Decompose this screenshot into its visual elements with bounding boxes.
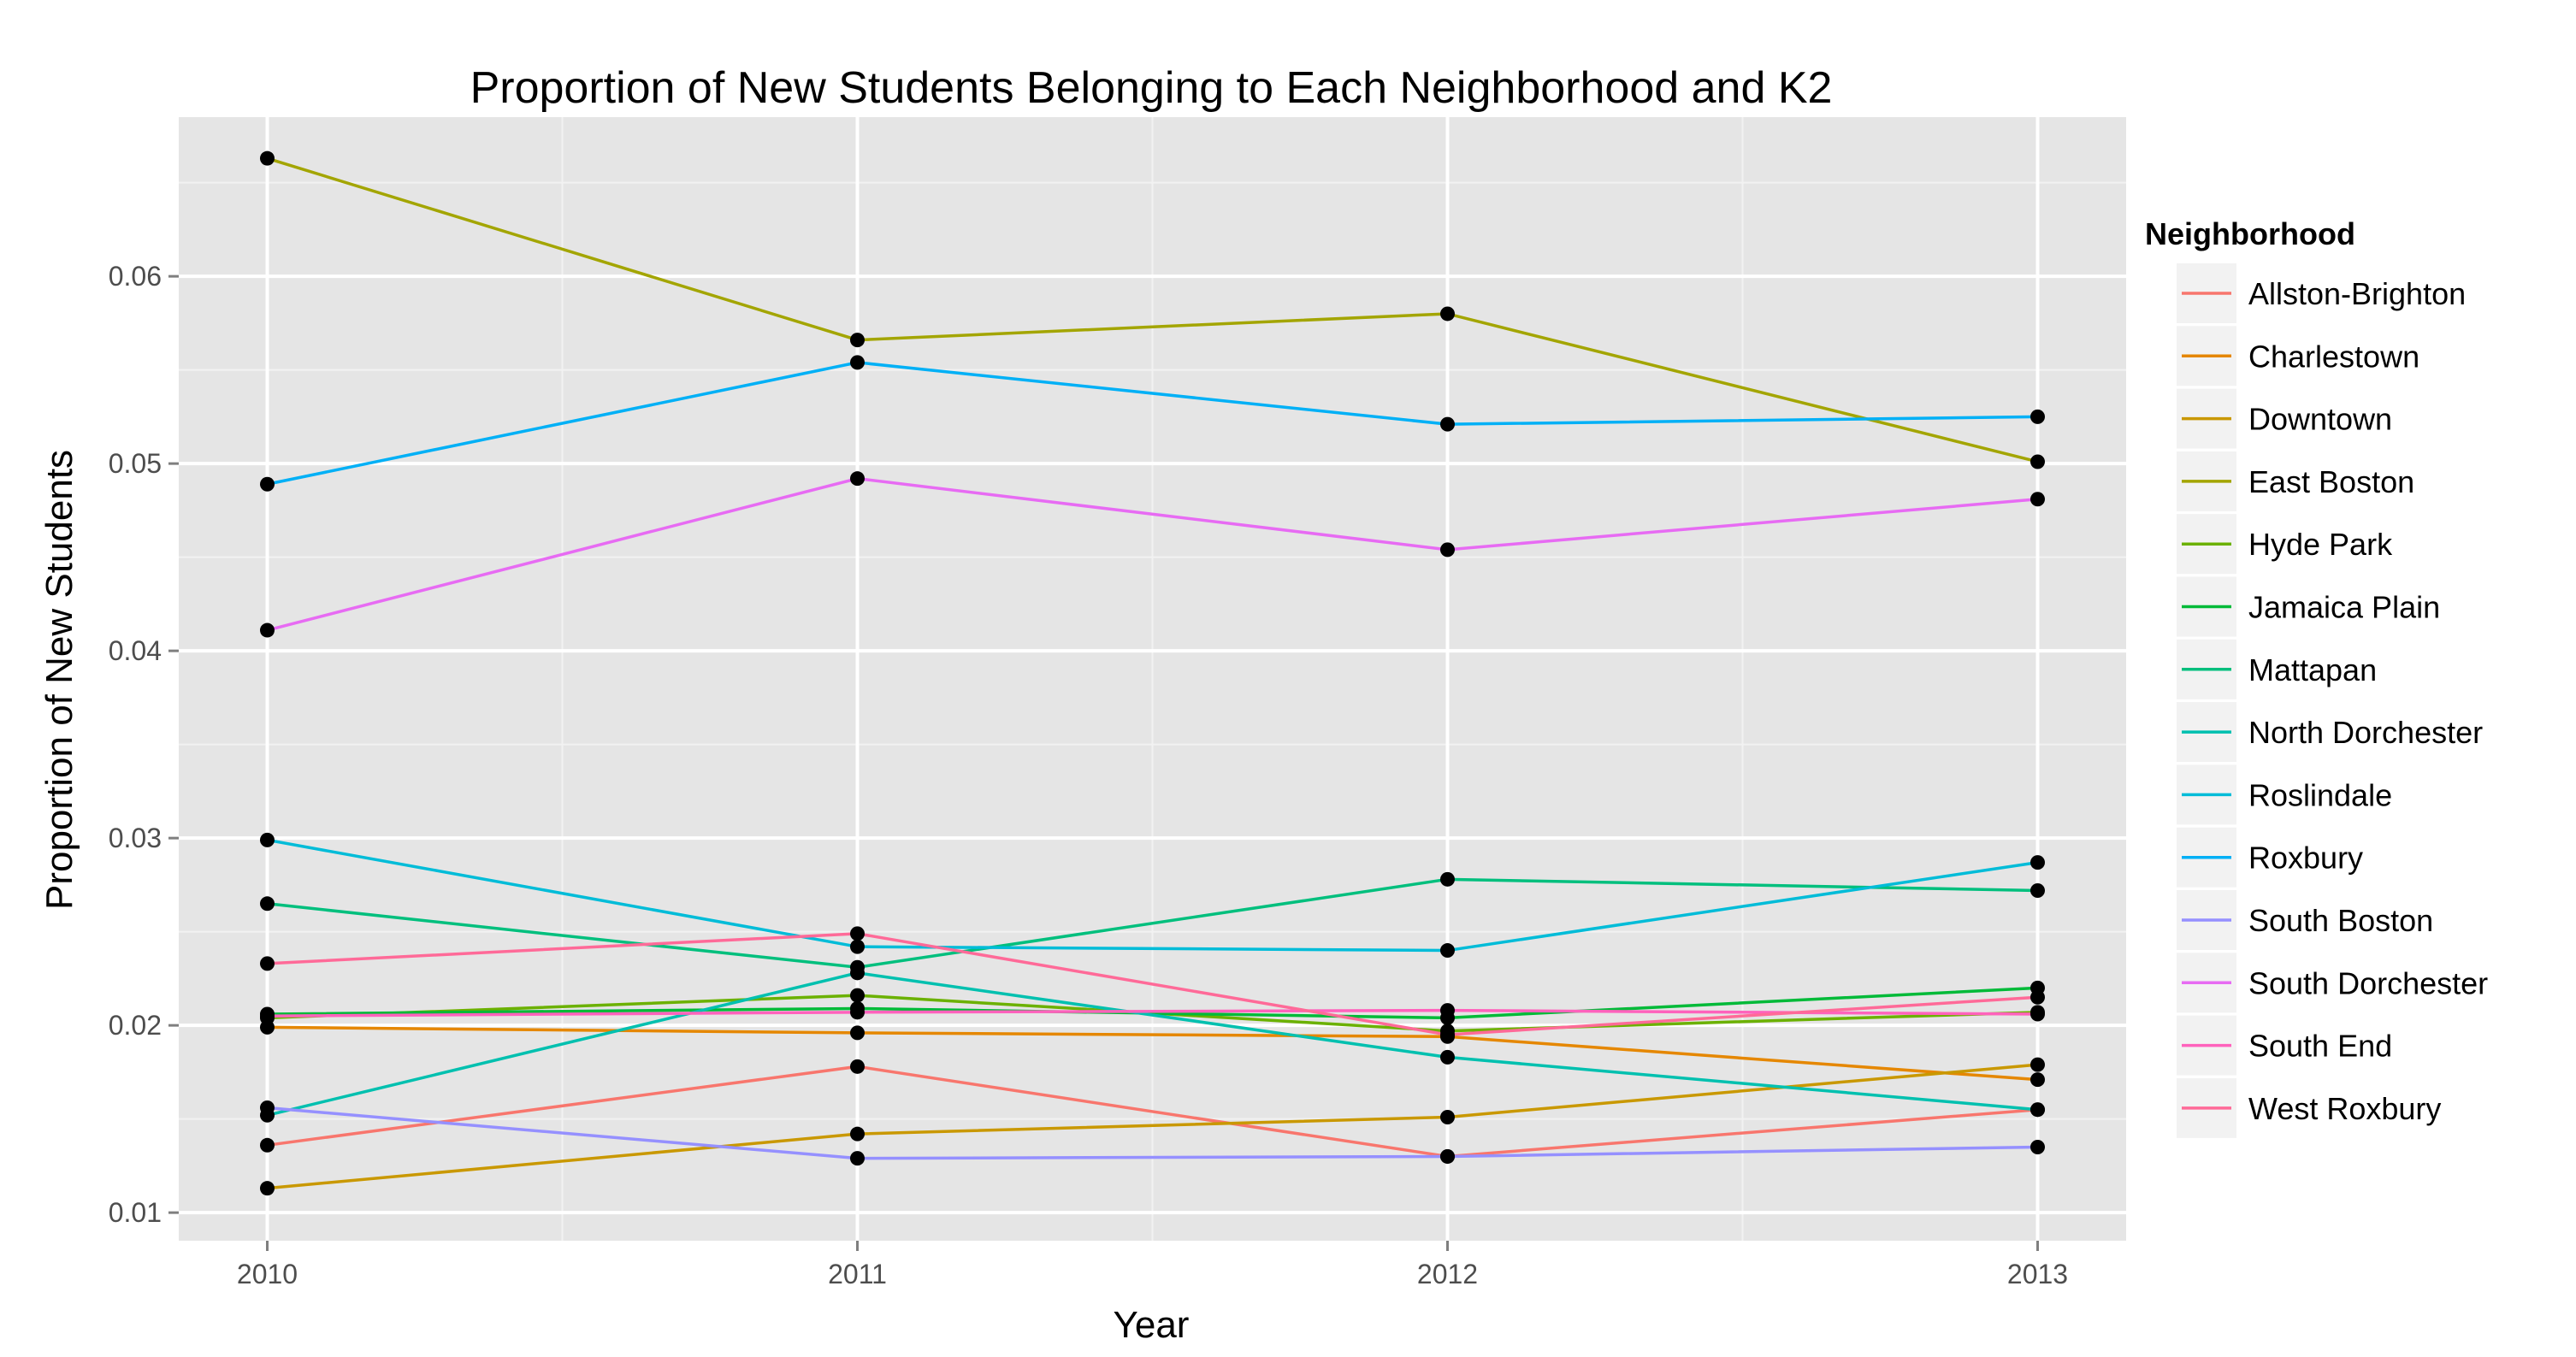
- legend-label-hyde-park: Hyde Park: [2248, 527, 2393, 562]
- legend-label-allston-brighton: Allston-Brighton: [2248, 276, 2466, 311]
- data-point-allston-brighton: [850, 1059, 865, 1074]
- series-line-roslindale: [267, 838, 2038, 953]
- x-tick-label: 2011: [828, 1259, 887, 1289]
- series-line-downtown: [267, 1063, 2038, 1190]
- data-point-south-dorchester: [850, 471, 865, 487]
- series-line-south-dorchester: [267, 476, 2038, 632]
- data-point-hyde-park: [850, 988, 865, 1003]
- data-point-roslindale: [2030, 855, 2045, 870]
- legend-label-mattapan: Mattapan: [2248, 652, 2377, 687]
- data-point-south-boston: [1440, 1148, 1455, 1164]
- data-point-south-dorchester: [1440, 542, 1455, 558]
- y-tick-label: 0.04: [109, 635, 162, 666]
- data-point-south-boston: [260, 1100, 275, 1116]
- legend-label-jamaica-plain: Jamaica Plain: [2248, 590, 2440, 625]
- data-point-allston-brighton: [260, 1137, 275, 1153]
- data-point-roxbury: [1440, 416, 1455, 432]
- data-point-roxbury: [850, 355, 865, 370]
- legend-label-south-dorchester: South Dorchester: [2248, 965, 2488, 1000]
- data-point-north-dorchester: [1440, 1049, 1455, 1065]
- legend-label-downtown: Downtown: [2248, 402, 2392, 437]
- data-point-south-boston: [2030, 1140, 2045, 1154]
- legend-label-south-end: South End: [2248, 1029, 2392, 1064]
- data-point-south-end: [2030, 1006, 2045, 1022]
- data-point-south-end: [260, 1008, 275, 1024]
- data-point-mattapan: [2030, 882, 2045, 898]
- y-tick-label: 0.01: [109, 1197, 162, 1228]
- series-line-south-boston: [267, 1106, 2038, 1160]
- legend-label-east-boston: East Boston: [2248, 464, 2414, 499]
- data-points: [260, 150, 2045, 1196]
- data-point-west-roxbury: [2030, 989, 2045, 1005]
- data-point-roxbury: [260, 476, 275, 492]
- data-point-east-boston: [260, 150, 275, 166]
- y-tick-label: 0.02: [109, 1010, 162, 1041]
- legend-label-west-roxbury: West Roxbury: [2248, 1091, 2441, 1126]
- data-point-downtown: [260, 1181, 275, 1196]
- data-point-east-boston: [2030, 454, 2045, 469]
- x-tick-label: 2013: [2007, 1259, 2068, 1289]
- y-tick-label: 0.03: [109, 823, 162, 853]
- chart-title: Proportion of New Students Belonging to …: [470, 63, 1833, 113]
- data-point-charlestown: [850, 1025, 865, 1041]
- series-line-east-boston: [266, 156, 2038, 463]
- y-axis: 0.01 0.02 0.03 0.04 0.05 0.06: [109, 261, 179, 1228]
- data-point-mattapan: [260, 896, 275, 912]
- series-line-charlestown: [267, 1025, 2038, 1082]
- y-tick-label: 0.06: [109, 261, 162, 292]
- data-point-mattapan: [1440, 871, 1455, 887]
- legend-label-north-dorchester: North Dorchester: [2248, 715, 2483, 750]
- data-point-west-roxbury: [1440, 1027, 1455, 1042]
- legend-label-charlestown: Charlestown: [2248, 339, 2419, 374]
- data-point-south-dorchester: [2030, 492, 2045, 507]
- data-point-north-dorchester: [850, 965, 865, 981]
- series-line-allston-brighton: [267, 1065, 2038, 1159]
- data-point-charlestown: [2030, 1072, 2045, 1088]
- series-line-mattapan: [267, 877, 2038, 970]
- y-tick-label: 0.05: [109, 448, 162, 479]
- series-lines: [266, 156, 2038, 1190]
- legend-label-south-boston: South Boston: [2248, 903, 2433, 938]
- series-line-roxbury: [267, 361, 2038, 486]
- data-point-east-boston: [1440, 306, 1455, 322]
- x-tick-label: 2012: [1417, 1259, 1478, 1289]
- data-point-south-end: [850, 1005, 865, 1020]
- x-axis-title: Year: [1114, 1304, 1190, 1346]
- data-point-west-roxbury: [260, 956, 275, 971]
- data-point-downtown: [2030, 1057, 2045, 1072]
- data-point-roslindale: [850, 939, 865, 954]
- data-point-south-dorchester: [260, 622, 275, 638]
- x-axis: 2010 2011 2012 2013: [237, 1241, 2068, 1289]
- data-point-south-boston: [850, 1151, 865, 1166]
- y-axis-title: Proportion of New Students: [38, 450, 80, 910]
- series-line-south-end: [267, 1008, 2038, 1018]
- series-line-west-roxbury: [267, 932, 2038, 1036]
- legend-label-roxbury: Roxbury: [2248, 841, 2363, 876]
- grid-lines: [179, 117, 2126, 1241]
- data-point-west-roxbury: [850, 926, 865, 941]
- data-point-north-dorchester: [2030, 1102, 2045, 1118]
- data-point-downtown: [850, 1126, 865, 1142]
- data-point-roslindale: [260, 832, 275, 847]
- data-point-roslindale: [1440, 943, 1455, 959]
- legend-title: Neighborhood: [2145, 216, 2355, 251]
- series-line-north-dorchester: [267, 971, 2038, 1117]
- x-tick-label: 2010: [237, 1259, 298, 1289]
- data-point-south-end: [1440, 1003, 1455, 1018]
- data-point-downtown: [1440, 1109, 1455, 1124]
- data-point-east-boston: [850, 333, 865, 348]
- data-point-roxbury: [2030, 409, 2045, 424]
- legend-label-roslindale: Roslindale: [2248, 777, 2392, 812]
- series-line-jamaica-plain: [267, 986, 2038, 1020]
- legend: Neighborhood Allston-Brighton Charlestown…: [2145, 216, 2488, 1138]
